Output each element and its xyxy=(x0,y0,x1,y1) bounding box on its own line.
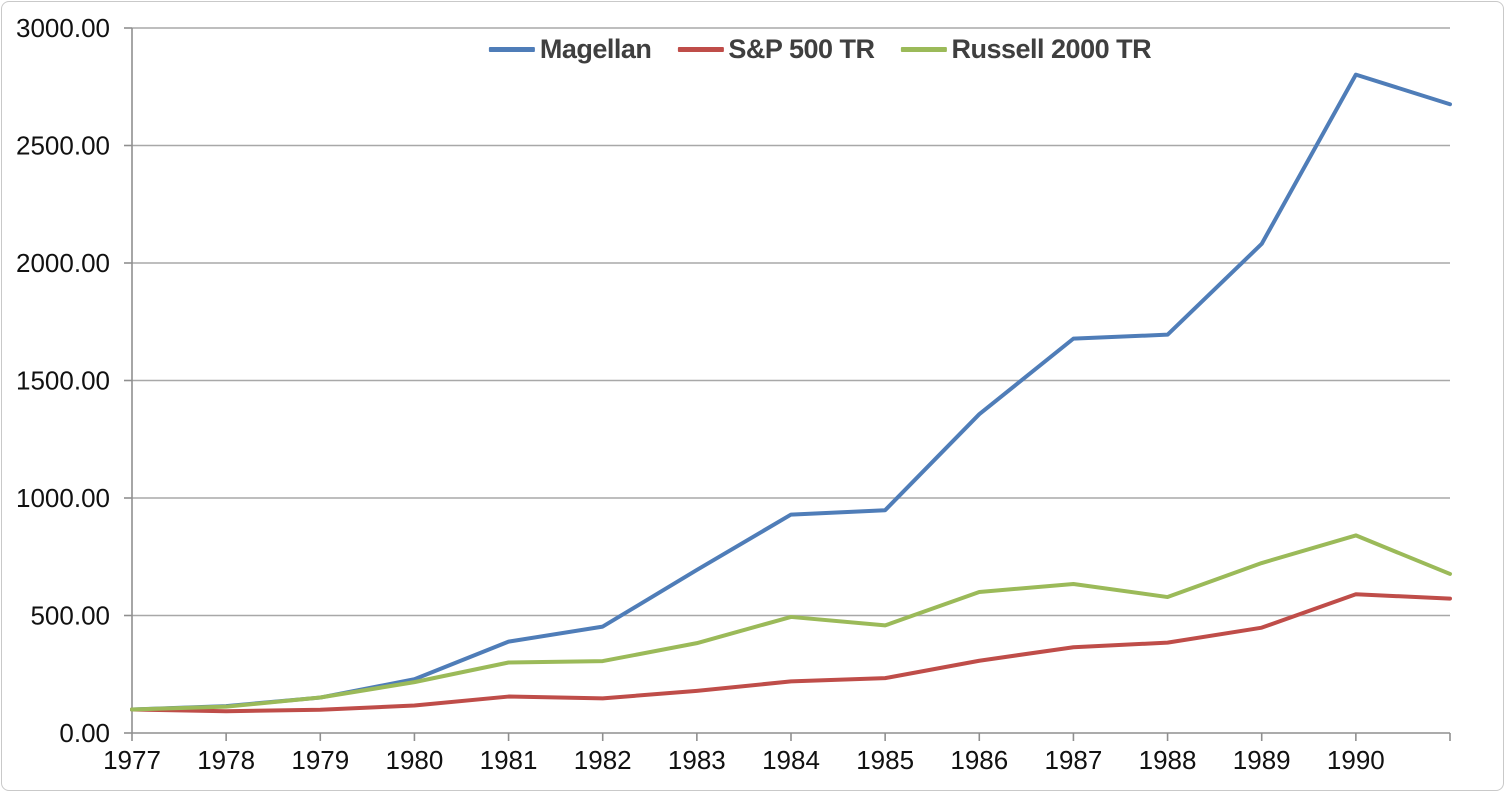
legend-swatch-magellan-icon xyxy=(488,47,535,52)
x-tick-label-1989: 1989 xyxy=(1233,745,1291,775)
y-tick-label-2000: 2000.00 xyxy=(16,248,110,278)
legend-label-magellan: Magellan xyxy=(539,34,652,64)
legend-label-sp500: S&P 500 TR xyxy=(728,34,875,64)
y-tick-label-1500: 1500.00 xyxy=(16,366,110,396)
legend-swatch-russell2000-icon xyxy=(900,47,947,52)
x-tick-label-1987: 1987 xyxy=(1045,745,1103,775)
x-tick-label-1985: 1985 xyxy=(856,745,914,775)
x-tick-label-1980: 1980 xyxy=(386,745,444,775)
series-line-s-p-500-tr xyxy=(130,592,1452,714)
x-tick-label-1979: 1979 xyxy=(291,745,349,775)
series-line-russell-2000-tr xyxy=(130,533,1452,712)
gridlines xyxy=(132,27,1450,617)
x-tick-label-1984: 1984 xyxy=(762,745,820,775)
x-tick-label-1983: 1983 xyxy=(668,745,726,775)
x-tick-label-1977: 1977 xyxy=(103,745,161,775)
y-tick-label-1000: 1000.00 xyxy=(16,483,110,513)
y-tick-label-500: 500.00 xyxy=(30,601,110,631)
axes xyxy=(124,27,1451,741)
x-tick-label-1981: 1981 xyxy=(480,745,538,775)
x-tick-label-1986: 1986 xyxy=(950,745,1008,775)
series-lines xyxy=(130,72,1452,714)
x-tick-label-1990: 1990 xyxy=(1327,745,1385,775)
axis-labels: 0.00 500.00 1000.00 1500.00 2000.00 2500.00 30… xyxy=(16,13,1385,775)
chart-legend: Magellan S&P 500 TR Russell 2000 TR xyxy=(488,34,1152,64)
y-tick-label-0: 0.00 xyxy=(59,718,110,748)
x-tick-label-1988: 1988 xyxy=(1139,745,1197,775)
legend-item-sp500: S&P 500 TR xyxy=(677,34,875,64)
legend-label-russell2000: Russell 2000 TR xyxy=(951,34,1152,64)
legend-item-russell2000: Russell 2000 TR xyxy=(900,34,1152,64)
y-tick-label-2500: 2500.00 xyxy=(16,131,110,161)
series-line-magellan xyxy=(130,72,1452,712)
y-tick-label-3000: 3000.00 xyxy=(16,13,110,43)
legend-item-magellan: Magellan xyxy=(488,34,652,64)
x-tick-label-1978: 1978 xyxy=(197,745,255,775)
legend-swatch-sp500-icon xyxy=(677,47,724,52)
x-tick-label-1982: 1982 xyxy=(574,745,632,775)
